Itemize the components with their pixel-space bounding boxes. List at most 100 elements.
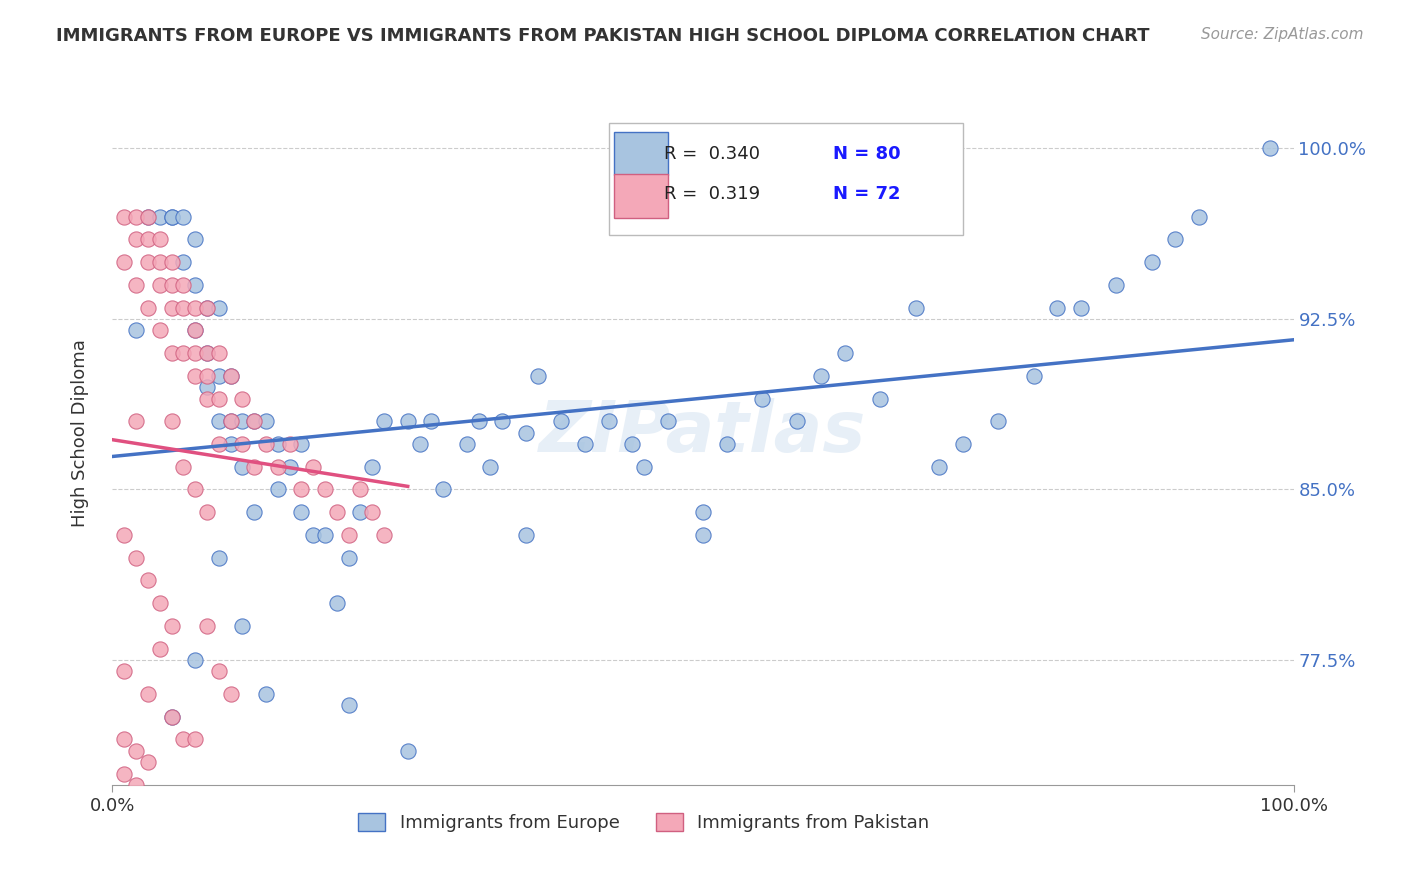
Point [598,414,620,428]
Point [928,459,950,474]
Point [195,505,218,519]
FancyBboxPatch shape [609,122,963,235]
Point [208,665,231,679]
Point [208,414,231,428]
Point [337,550,360,565]
Point [278,437,301,451]
Point [136,301,159,315]
Point [149,210,172,224]
Point [184,732,207,747]
Point [904,301,927,315]
Point [195,380,218,394]
Point [337,528,360,542]
Point [136,574,159,588]
Point [149,596,172,610]
Point [112,665,135,679]
Point [834,346,856,360]
Point [125,744,148,758]
Point [160,710,183,724]
Point [112,732,135,747]
Point [290,437,312,451]
Point [692,528,714,542]
Point [373,528,395,542]
Point [184,346,207,360]
Point [1070,301,1092,315]
Point [208,550,231,565]
Point [526,368,548,383]
Point [267,459,290,474]
Point [160,619,183,633]
Point [112,528,135,542]
Point [326,596,349,610]
Point [987,414,1010,428]
Text: N = 80: N = 80 [832,145,900,163]
Point [125,210,148,224]
Point [160,301,183,315]
Point [149,323,172,337]
Point [314,528,336,542]
Point [1258,141,1281,155]
Point [1022,368,1045,383]
Point [349,483,371,497]
Point [172,732,194,747]
Point [160,210,183,224]
Point [219,414,242,428]
Text: N = 72: N = 72 [832,186,900,203]
Text: ZIPatlas: ZIPatlas [540,398,866,467]
Point [208,368,231,383]
Point [515,425,537,440]
Point [326,505,349,519]
Point [208,346,231,360]
Point [952,437,974,451]
Point [184,483,207,497]
Point [657,414,679,428]
Point [550,414,572,428]
Point [1046,301,1069,315]
Point [314,483,336,497]
Point [125,414,148,428]
Point [208,301,231,315]
Point [149,641,172,656]
FancyBboxPatch shape [614,174,668,218]
Point [396,414,419,428]
Point [243,414,266,428]
Point [160,346,183,360]
Point [195,392,218,406]
Point [467,414,489,428]
Text: R =  0.340: R = 0.340 [664,145,761,163]
Point [184,368,207,383]
Point [195,346,218,360]
Point [125,323,148,337]
Point [184,323,207,337]
Point [456,437,478,451]
Point [219,437,242,451]
Point [290,505,312,519]
Point [160,414,183,428]
Point [125,232,148,246]
Point [172,277,194,292]
Point [302,528,325,542]
Point [231,459,253,474]
Text: Source: ZipAtlas.com: Source: ZipAtlas.com [1201,27,1364,42]
Point [278,459,301,474]
Point [160,255,183,269]
Point [1188,210,1211,224]
Text: IMMIGRANTS FROM EUROPE VS IMMIGRANTS FROM PAKISTAN HIGH SCHOOL DIPLOMA CORRELATI: IMMIGRANTS FROM EUROPE VS IMMIGRANTS FRO… [56,27,1150,45]
Point [361,459,384,474]
Point [231,619,253,633]
Point [195,368,218,383]
Point [373,414,395,428]
Point [267,437,290,451]
Point [172,210,194,224]
Point [136,756,159,770]
Point [716,437,738,451]
Point [149,232,172,246]
Point [267,483,290,497]
Point [396,744,419,758]
Point [112,766,135,780]
Point [125,277,148,292]
Point [219,368,242,383]
Point [184,653,207,667]
Point [160,210,183,224]
Point [786,414,808,428]
